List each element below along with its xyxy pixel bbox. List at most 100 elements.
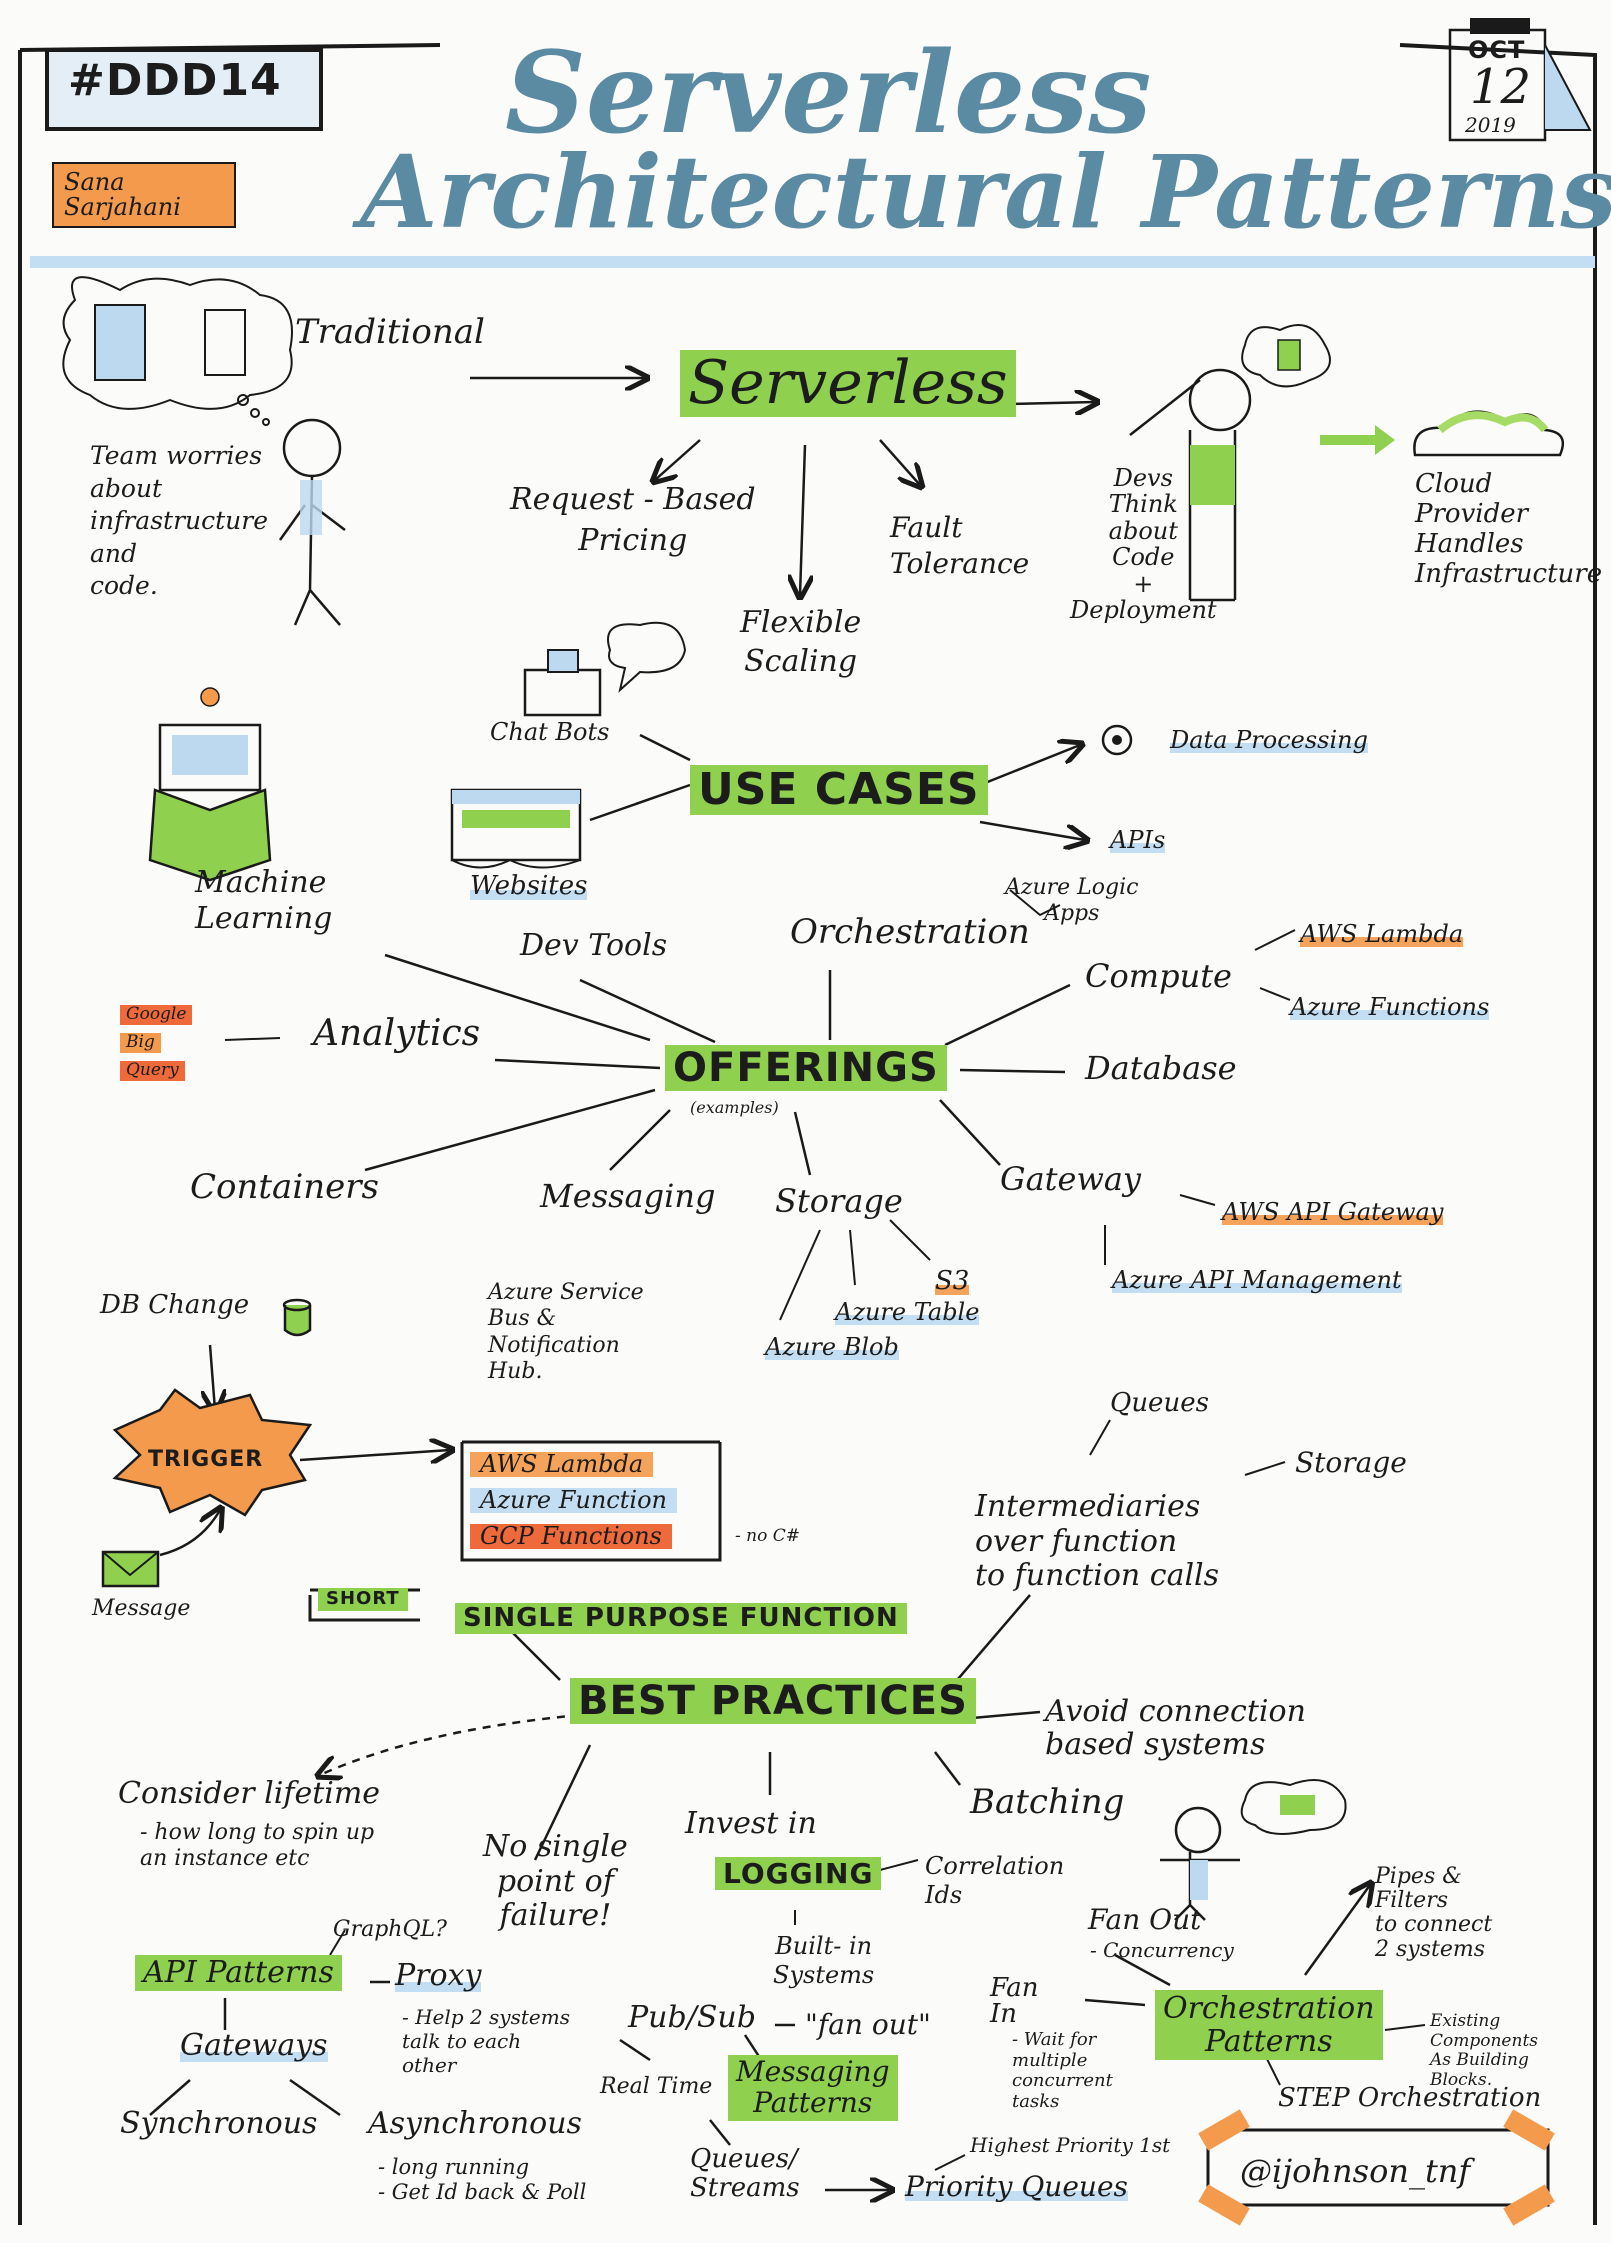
trigger-burst (112, 1388, 313, 1517)
graphql-label: GraphQL? (333, 1917, 447, 1942)
best-practices-node: BEST PRACTICES (570, 1678, 976, 1724)
serverless-scaling-arrow (800, 444, 805, 595)
apis-label: APIs (1110, 826, 1166, 854)
author-handle: @ijohnson_tnf (1240, 2152, 1471, 2190)
messaging-label: Messaging (540, 1177, 716, 1215)
worried-person-icon (282, 418, 342, 478)
containers-label: Containers (190, 1167, 379, 1207)
built-in-systems-label: Built- in Systems (773, 1932, 875, 1989)
chat-bots-label: Chat Bots (490, 718, 610, 746)
lightbulb-icon (200, 687, 220, 707)
fan-out-quote-label: "fan out" (805, 2008, 931, 2041)
aws-api-gateway-label: AWS API Gateway (1222, 1198, 1444, 1226)
date-day: 12 (1470, 59, 1532, 115)
machine-learning-label: Machine Learning (195, 865, 333, 936)
websites-label: Websites (470, 871, 588, 901)
api-patterns-node: API Patterns (135, 1955, 342, 1991)
fan-in-note: - Wait for multiple concurrent tasks (1012, 2029, 1113, 2113)
analytics-label: Analytics (313, 1013, 481, 1054)
title-line-2: Architectural Patterns (360, 133, 1611, 251)
no-single-point-label: No single point of failure! (483, 1829, 628, 1933)
serverless-node: Serverless (680, 350, 1016, 417)
event-tag: #DDD14 (68, 55, 282, 106)
orchestration-label: Orchestration (790, 912, 1030, 952)
query-label: Query (120, 1061, 185, 1081)
batching-person-icon (1174, 1806, 1222, 1854)
aws-lambda-label: AWS Lambda (1300, 920, 1464, 948)
data-processing-label: Data Processing (1170, 726, 1368, 754)
function-gcp: GCP Functions (470, 1523, 672, 1550)
storage-offering-label: Storage (775, 1182, 903, 1220)
azure-logic-apps-label: Azure Logic Apps (1005, 875, 1139, 927)
fan-in-label: Fan In (990, 1973, 1039, 2029)
step-orchestration-label: STEP Orchestration (1278, 2083, 1542, 2113)
offerings-node: OFFERINGS (665, 1045, 947, 1091)
azure-functions-label: Azure Functions (1290, 993, 1490, 1021)
proxy-note: - Help 2 systems talk to each other (402, 2005, 570, 2077)
azure-api-management-label: Azure API Management (1112, 1266, 1402, 1294)
trigger-to-functions-arrow (299, 1450, 450, 1460)
fan-out-label: Fan Out (1088, 1903, 1202, 1936)
async-note: - long running - Get Id back & Poll (378, 2155, 587, 2205)
flexible-scaling-label: Flexible Scaling (740, 605, 862, 679)
lifetime-note: - how long to spin up an instance etc (140, 1820, 375, 1872)
db-icon (283, 1305, 312, 1337)
function-aws-lambda: AWS Lambda (470, 1451, 654, 1478)
team-worries-label: Team worries about infrastructure and co… (90, 441, 269, 600)
correlation-ids-label: Correlation Ids (925, 1852, 1065, 1909)
asynchronous-label: Asynchronous (368, 2106, 582, 2141)
intermediaries-label: Intermediaries over function to function… (975, 1489, 1220, 1593)
queues-streams-label: Queues/ Streams (690, 2144, 800, 2203)
offerings-examples-label: (examples) (690, 1098, 779, 1117)
big-label: Big (120, 1033, 161, 1053)
consider-lifetime-label: Consider lifetime (118, 1776, 381, 1811)
cloud-provider-label: Cloud Provider Handles Infrastructure (1415, 469, 1603, 589)
avoid-connection-label: Avoid connection based systems (1045, 1694, 1306, 1762)
database-label: Database (1085, 1049, 1237, 1087)
dev-tools-label: Dev Tools (520, 928, 668, 963)
batching-label: Batching (970, 1782, 1125, 1822)
messaging-patterns-node: Messaging Patterns (728, 2055, 898, 2121)
logging-label: LOGGING (715, 1857, 882, 1891)
lifetime-dashed-arrow (320, 1713, 581, 1775)
chat-bot-icon (523, 668, 602, 717)
azure-blob-label: Azure Blob (765, 1333, 899, 1361)
real-time-label: Real Time (600, 2074, 713, 2099)
trigger-label: TRIGGER (148, 1447, 264, 1472)
pub-sub-label: Pub/Sub (628, 2000, 756, 2035)
google-label: Google (120, 1005, 193, 1025)
concurrency-label: - Concurrency (1090, 1938, 1234, 1962)
date-year: 2019 (1465, 113, 1516, 137)
pipes-filters-label: Pipes & Filters to connect 2 systems (1375, 1864, 1493, 1962)
azure-table-label: Azure Table (835, 1298, 980, 1326)
serverless-fault-arrow (879, 439, 920, 485)
author-name: Sana Sarjahani (52, 162, 236, 229)
title-line-1: Serverless (505, 28, 1152, 159)
function-azure: Azure Function (470, 1487, 677, 1514)
existing-components-label: Existing Components As Building Blocks. (1430, 2011, 1538, 2090)
traditional-thought-bubble (62, 276, 293, 410)
azure-service-bus-label: Azure Service Bus & Notification Hub. (488, 1280, 644, 1385)
date-month: OCT (1468, 36, 1526, 64)
priority-queues-label: Priority Queues (905, 2170, 1128, 2203)
message-envelope-icon (101, 1550, 160, 1588)
synchronous-label: Synchronous (120, 2106, 318, 2141)
serverless-pricing-arrow (655, 439, 701, 480)
gateways-label: Gateways (180, 2028, 328, 2063)
use-cases-node: USE CASES (690, 765, 988, 816)
proxy-label: Proxy (395, 1958, 482, 1993)
devs-think-label: Devs Think about Code + Deployment (1070, 464, 1217, 624)
message-label: Message (92, 1596, 191, 1621)
compute-label: Compute (1085, 957, 1232, 995)
no-csharp-note: - no C# (735, 1526, 800, 1546)
db-change-label: DB Change (100, 1290, 250, 1320)
developer-person-icon (1188, 368, 1252, 432)
storage-bp-label: Storage (1295, 1446, 1407, 1479)
request-pricing-label: Request - Based Pricing (510, 482, 756, 558)
single-purpose-function-label: SINGLE PURPOSE FUNCTION (455, 1603, 907, 1635)
fault-tolerance-label: Fault Tolerance (890, 511, 1030, 581)
s3-label: S3 (935, 1266, 970, 1296)
gateway-label: Gateway (1000, 1160, 1141, 1198)
